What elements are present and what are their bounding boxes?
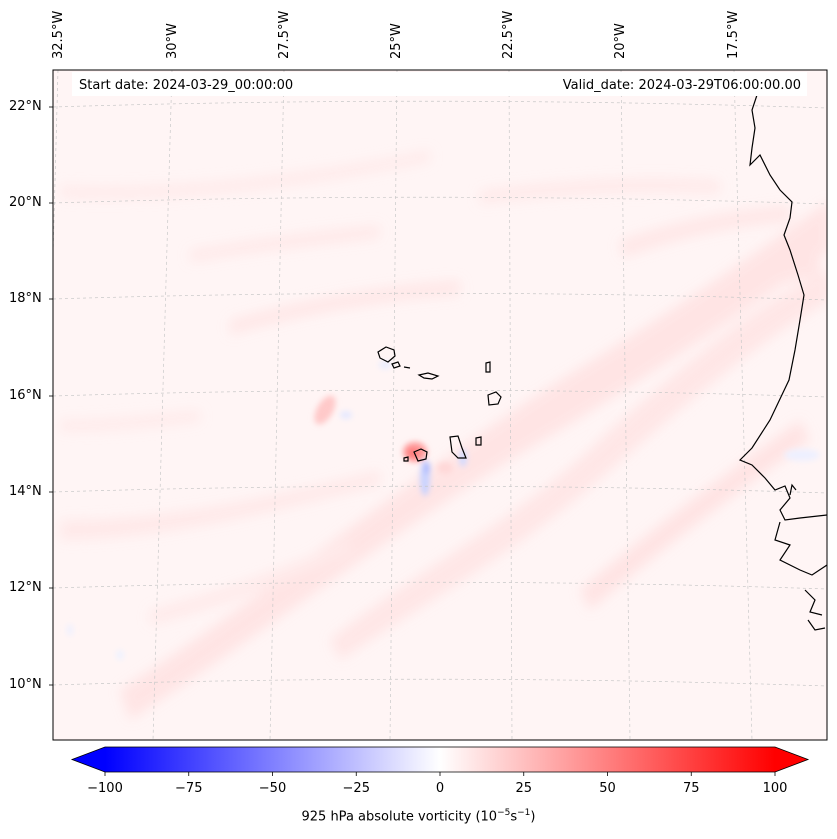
lat-label-22n: 22°N [9, 99, 42, 114]
colorbar-tick-label: 100 [762, 781, 788, 796]
colorbar-tick-label: −75 [175, 781, 203, 796]
lon-label-27-5w: 27.5°W [277, 10, 292, 59]
africa-coastline [738, 94, 827, 631]
island-sao-vicente [391, 361, 401, 369]
colorbar-tick-label: −100 [87, 781, 123, 796]
island-santo-antao [377, 346, 396, 363]
colorbar-tick-label: −50 [258, 781, 287, 796]
lon-label-17-5w: 17.5°W [726, 10, 741, 59]
lat-ticks [49, 106, 53, 686]
valid-date-label: Valid_date: 2024-03-29T06:00:00.00 [562, 78, 801, 93]
colorbar-label-exponent-1: −5 [497, 808, 511, 818]
coastlines [377, 94, 827, 631]
lat-label-14n: 14°N [9, 484, 42, 499]
colorbar-gradient [105, 747, 775, 772]
island-maio [475, 436, 482, 446]
colorbar-min-extension [72, 747, 105, 772]
island-sal [485, 361, 491, 373]
colorbar-tick-label: 0 [435, 781, 445, 796]
colorbar-label-unit: s [510, 809, 518, 825]
lon-label-25w: 25°W [389, 23, 404, 59]
lon-label-22-5w: 22.5°W [501, 10, 516, 59]
island-santiago [449, 435, 467, 459]
lat-label-18n: 18°N [9, 291, 42, 306]
vorticity-field [60, 150, 827, 720]
colorbar-label: 925 hPa absolute vorticity (10−5s−1) [0, 808, 837, 824]
lat-label-16n: 16°N [9, 388, 42, 403]
colorbar-max-extension [775, 747, 808, 772]
colorbar [70, 746, 810, 776]
map-background [53, 70, 827, 740]
lon-label-20w: 20°W [613, 23, 628, 59]
colorbar-tick-label: −25 [342, 781, 370, 796]
colorbar-label-exponent-2: −1 [517, 808, 531, 818]
start-date-label: Start date: 2024-03-29_00:00:00 [79, 78, 294, 93]
colorbar-tick-label: 25 [515, 781, 533, 796]
lon-label-30w: 30°W [165, 23, 180, 59]
island-boa-vista [487, 391, 502, 406]
island-fogo [413, 448, 428, 462]
lat-label-12n: 12°N [9, 580, 42, 595]
colorbar-label-end: ) [530, 809, 536, 825]
lat-label-20n: 20°N [9, 195, 42, 210]
colorbar-tick-label: 75 [682, 781, 700, 796]
island-santa-luzia [403, 366, 411, 369]
lon-label-32-5w: 32.5°W [51, 10, 66, 59]
date-banner [72, 72, 807, 96]
lat-label-10n: 10°N [9, 677, 42, 692]
island-sao-nicolau [417, 372, 440, 380]
colorbar-label-main: 925 hPa absolute vorticity (10 [301, 809, 498, 825]
colorbar-tick-label: 50 [599, 781, 616, 796]
map-frame [52, 69, 828, 741]
island-brava [403, 456, 409, 462]
gridlines [53, 70, 827, 740]
